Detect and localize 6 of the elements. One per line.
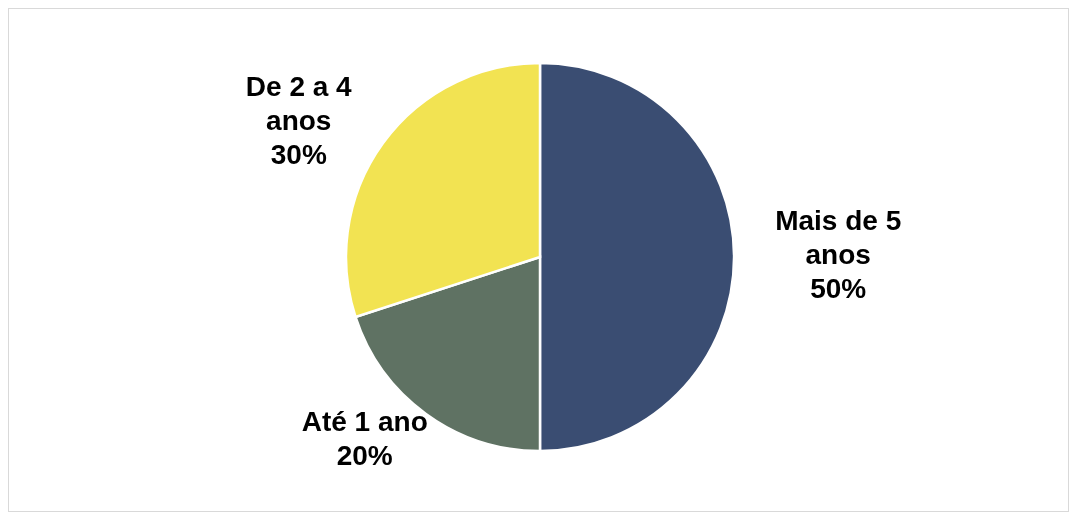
data-label: 50% [810,273,867,305]
slice-label: Até 1 ano [301,406,428,438]
slice-label: De 2 a 4 anos [245,71,353,137]
data-label: 20% [336,440,393,472]
data-label: 30% [270,139,327,171]
slice-label: Mais de 5 anos [775,205,902,271]
